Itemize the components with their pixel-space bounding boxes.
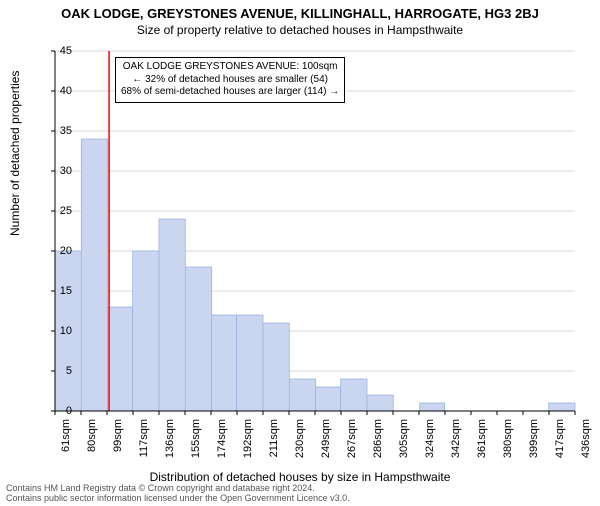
footer-line-2: Contains public sector information licen… bbox=[6, 494, 350, 504]
y-tick-label: 5 bbox=[42, 365, 72, 377]
y-tick-label: 45 bbox=[42, 45, 72, 57]
y-tick-label: 40 bbox=[42, 85, 72, 97]
y-tick-label: 35 bbox=[42, 125, 72, 137]
y-tick-label: 10 bbox=[42, 325, 72, 337]
x-tick-label: 192sqm bbox=[242, 419, 254, 469]
x-tick-label: 267sqm bbox=[346, 419, 358, 469]
chart-title-main: OAK LODGE, GREYSTONES AVENUE, KILLINGHAL… bbox=[0, 6, 600, 21]
y-axis-label: Number of detached properties bbox=[8, 71, 22, 236]
x-tick-label: 380sqm bbox=[502, 419, 514, 469]
x-tick-label: 286sqm bbox=[372, 419, 384, 469]
annotation-line-3: 68% of semi-detached houses are larger (… bbox=[121, 86, 339, 99]
x-tick-label: 99sqm bbox=[112, 419, 124, 469]
y-tick-label: 0 bbox=[42, 405, 72, 417]
x-tick-label: 342sqm bbox=[450, 419, 462, 469]
x-tick-label: 324sqm bbox=[424, 419, 436, 469]
x-tick-label: 417sqm bbox=[554, 419, 566, 469]
x-tick-label: 174sqm bbox=[216, 419, 228, 469]
annotation-line-1: OAK LODGE GREYSTONES AVENUE: 100sqm bbox=[121, 61, 339, 74]
x-tick-label: 249sqm bbox=[320, 419, 332, 469]
x-tick-label: 361sqm bbox=[476, 419, 488, 469]
x-tick-label: 136sqm bbox=[164, 419, 176, 469]
x-axis-label: Distribution of detached houses by size … bbox=[0, 470, 600, 484]
x-tick-label: 211sqm bbox=[268, 419, 280, 469]
histogram-plot bbox=[55, 51, 575, 411]
y-tick-label: 15 bbox=[42, 285, 72, 297]
y-tick-label: 30 bbox=[42, 165, 72, 177]
y-tick-label: 20 bbox=[42, 245, 72, 257]
annotation-line-2: ← 32% of detached houses are smaller (54… bbox=[121, 74, 339, 87]
x-tick-label: 436sqm bbox=[580, 419, 592, 469]
x-tick-label: 230sqm bbox=[294, 419, 306, 469]
x-tick-label: 155sqm bbox=[190, 419, 202, 469]
x-tick-label: 399sqm bbox=[528, 419, 540, 469]
x-tick-label: 117sqm bbox=[138, 419, 150, 469]
footer-attribution: Contains HM Land Registry data © Crown c… bbox=[6, 484, 350, 504]
chart-area: OAK LODGE GREYSTONES AVENUE: 100sqm ← 32… bbox=[55, 51, 575, 411]
x-tick-label: 61sqm bbox=[60, 419, 72, 469]
chart-title-sub: Size of property relative to detached ho… bbox=[0, 23, 600, 37]
x-tick-label: 80sqm bbox=[86, 419, 98, 469]
y-tick-label: 25 bbox=[42, 205, 72, 217]
x-tick-label: 305sqm bbox=[398, 419, 410, 469]
annotation-box: OAK LODGE GREYSTONES AVENUE: 100sqm ← 32… bbox=[115, 57, 345, 103]
